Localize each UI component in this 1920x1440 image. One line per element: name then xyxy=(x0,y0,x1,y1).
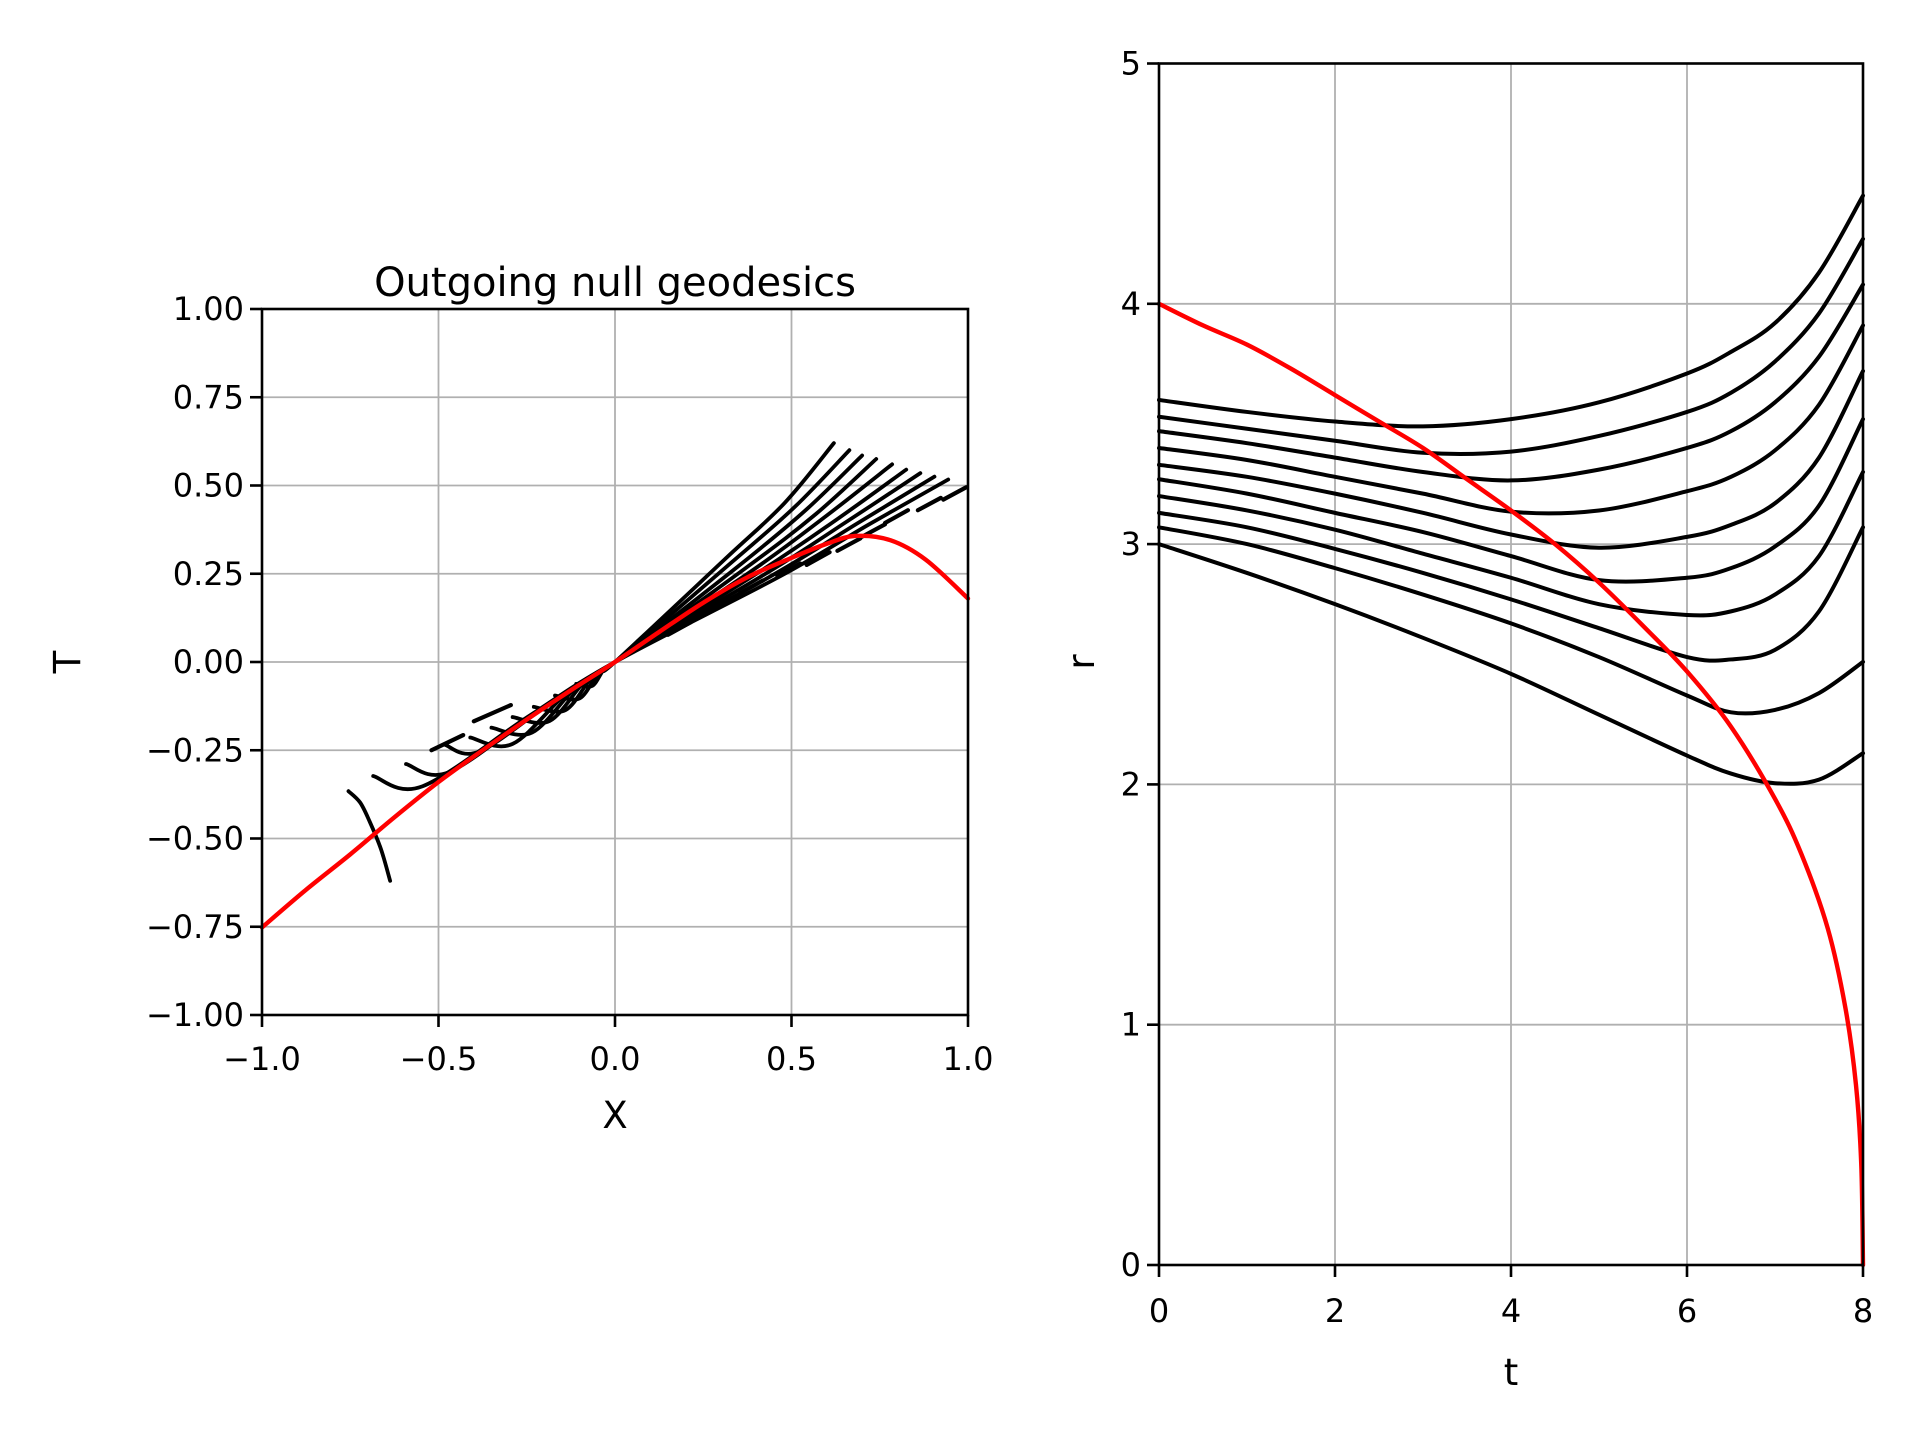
left-y-tick-label: 0.25 xyxy=(173,555,244,593)
geodesic-radius-curve xyxy=(1157,369,1865,550)
left-x-tick-label: 0.5 xyxy=(766,1040,817,1078)
right-plot-ylabel: r xyxy=(1060,654,1103,670)
geodesic-radius-curve xyxy=(1157,193,1865,429)
left-y-tick-label: 0.50 xyxy=(173,467,244,505)
plunging-geodesic-arc xyxy=(346,789,393,883)
left-x-tick-label: 1.0 xyxy=(943,1040,994,1078)
geodesic-jog-segment xyxy=(737,578,766,596)
right-y-tick-label: 1 xyxy=(1121,1006,1141,1044)
left-plot-ylabel: T xyxy=(46,650,89,674)
left-y-tick-label: −0.50 xyxy=(146,820,244,858)
left-y-tick-label: −1.00 xyxy=(146,996,244,1034)
geodesic-jog-segment xyxy=(915,495,943,513)
geodesic-radius-curve xyxy=(1157,525,1865,716)
left-plot-title: Outgoing null geodesics xyxy=(374,260,856,306)
right-y-tick-label: 0 xyxy=(1121,1246,1141,1284)
star-surface-curve xyxy=(259,533,971,930)
right-y-tick-label: 4 xyxy=(1121,285,1141,323)
right-y-tick-label: 2 xyxy=(1121,765,1141,803)
right-plot-xlabel: t xyxy=(1504,1351,1519,1394)
left-y-tick-label: −0.75 xyxy=(146,908,244,946)
geodesic-jog-segment xyxy=(429,732,466,753)
geodesic-jog-segment xyxy=(941,485,969,502)
left-y-tick-label: 0.75 xyxy=(173,378,244,416)
geodesic-radius-curve xyxy=(1157,236,1865,456)
geodesic-radius-curve xyxy=(1157,282,1865,483)
geodesic-jog-segment xyxy=(699,600,727,618)
geodesic-jog-segment xyxy=(471,702,513,724)
left-x-tick-label: 0.0 xyxy=(590,1040,641,1078)
geodesic-jog-segment xyxy=(882,508,911,526)
right-x-tick-label: 4 xyxy=(1501,1292,1521,1330)
left-x-tick-label: −0.5 xyxy=(400,1040,478,1078)
right-y-tick-label: 5 xyxy=(1121,45,1141,83)
geodesic-radius-curve xyxy=(1157,510,1865,663)
left-y-tick-label: 0.00 xyxy=(173,643,244,681)
left-plot xyxy=(259,309,971,1015)
right-x-tick-label: 6 xyxy=(1677,1292,1697,1330)
geodesic-jog-segment xyxy=(835,536,863,553)
right-x-tick-label: 0 xyxy=(1149,1292,1169,1330)
geodesic-radius-curve xyxy=(1157,323,1865,516)
left-plot-xlabel: X xyxy=(602,1094,627,1137)
right-plot xyxy=(1156,63,1866,1268)
right-x-tick-label: 2 xyxy=(1325,1292,1345,1330)
right-grid xyxy=(1159,63,1863,1265)
left-y-tick-label: 1.00 xyxy=(173,290,244,328)
geodesic-radius-curve xyxy=(1157,470,1865,618)
right-y-tick-label: 3 xyxy=(1121,525,1141,563)
right-x-tick-label: 8 xyxy=(1853,1292,1873,1330)
left-grid xyxy=(262,309,968,1015)
left-y-tick-label: −0.25 xyxy=(146,731,244,769)
geodesic-radius-curve xyxy=(1157,542,1865,786)
axes-decoration: −1.0 −0.5 0.0 0.5 1.0 1.00 0.75 0.50 0.25 0.00 −0.… xyxy=(146,45,1873,1331)
geodesic-jog-segment xyxy=(665,620,693,637)
null-geodesic-curve xyxy=(489,462,895,737)
geodesic-radius-curve xyxy=(1157,417,1865,584)
star-surface-curve xyxy=(1156,301,1866,1268)
geodesic-jog-segment xyxy=(775,561,803,579)
null-geodesic-curve xyxy=(510,457,879,725)
geodesic-jog-segment xyxy=(804,550,832,568)
left-x-tick-label: −1.0 xyxy=(223,1040,301,1078)
